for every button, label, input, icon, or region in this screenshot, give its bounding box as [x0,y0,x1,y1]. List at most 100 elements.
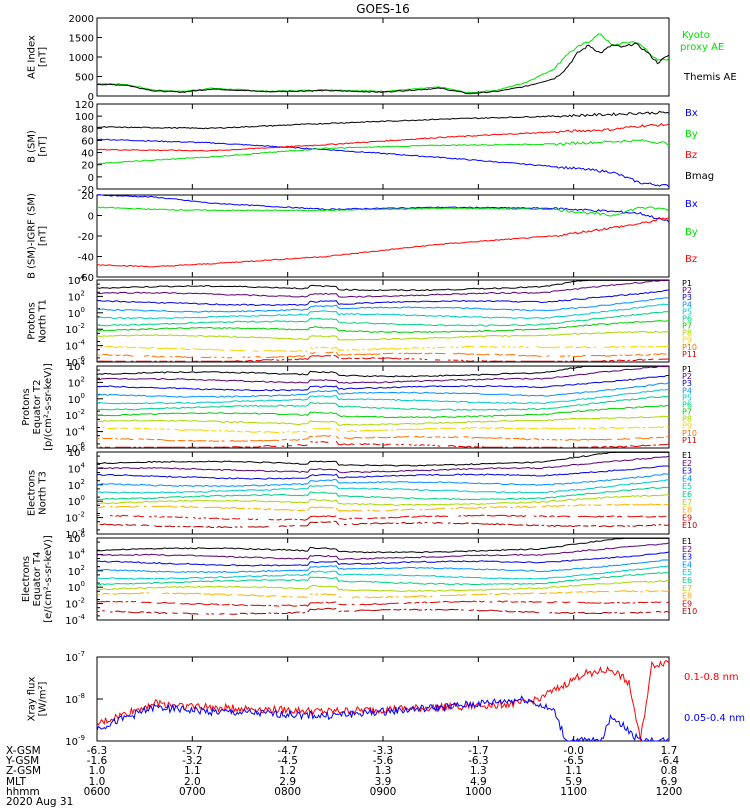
channel-line-p1 [96,279,669,292]
table-row: MLT 1.0 2.0 2.9 3.9 4.9 5.9 6.9 [6,776,677,787]
channel-line-p7 [96,320,670,334]
channel-line-e3 [96,465,669,480]
y-tick-exponent: -6 [78,441,86,449]
channel-label-e8: E8 [682,592,692,601]
channel-line-e7 [96,580,670,593]
row-cell: 5.9 [565,775,583,788]
channel-label-e10: E10 [682,607,697,616]
legend-bx: Bx [685,108,698,119]
y-tick-label: 20 [81,191,94,202]
channel-label-e7: E7 [682,584,692,593]
y-tick-exponent: -2 [78,322,85,330]
row-cell: 0900 [369,785,397,798]
y-tick-exponent: -4 [78,425,86,433]
y-tick-exponent: 6 [81,531,86,539]
channel-label-p3: P3 [682,293,692,302]
y-tick-label: 106 [68,445,86,459]
y-tick-exponent: -8 [78,692,85,700]
channel-label-e2: E2 [682,459,692,468]
panel-frame-7 [96,656,670,742]
y-tick-label: -40 [78,253,94,264]
channel-line-e7 [96,494,670,506]
y-tick-exponent: 2 [81,289,85,297]
legend-bz: Bz [685,150,697,161]
channel-label-p5: P5 [682,393,692,402]
channel-label-p1: P1 [682,279,692,288]
y-tick-label: 0 [88,212,94,223]
channel-label-p6: P6 [682,400,692,409]
row-cell: -6.4 [658,755,680,768]
row-cell: -1.7 [468,745,489,757]
legend-bmag: Bmag [685,171,714,182]
row-cell: 1.1 [565,765,583,778]
y-tick-exponent: 0 [81,494,85,502]
y-axis-label-text: B (SM) [27,130,38,163]
series-line-kyoto-proxy-ae [97,33,670,94]
channel-label-e6: E6 [682,576,692,585]
channel-label-p8: P8 [682,329,692,338]
y-axis-label-text: Equator T2 [32,380,43,435]
channel-label-p4: P4 [682,386,692,395]
row-cell: 1.0 [88,775,106,788]
y-tick-label: 1500 [69,34,94,45]
channel-line-e10 [96,607,670,615]
legend-xray-long: 0.1-0.8 nm [684,672,739,683]
y-tick-label: 104 [68,359,86,373]
channel-label-e1: E1 [682,451,692,460]
channel-label-e9: E9 [682,513,692,522]
channel-line-e5 [96,565,670,580]
channel-label-e10: E10 [682,521,697,530]
row-cell: -6.5 [563,755,584,768]
channel-line-p11 [97,354,670,362]
row-cell: 6.9 [660,775,678,788]
y-axis-label-0: AE Index [nT] [27,35,49,79]
channel-line-p4 [96,297,670,313]
y-tick-exponent: -9 [78,734,85,742]
y-axis-label-text: North T1 [38,299,49,343]
series-line-bz [96,217,669,268]
y-axis-label-7: Xray flux [W/m²] [27,677,49,722]
table-row: Y-GSM -1.6 -3.2 -4.5 -5.6 -6.3 -6.5 -6.4 [6,756,679,767]
y-tick-label: 10-4 [65,613,85,627]
channel-line-p8 [96,415,670,426]
channel-label-p9: P9 [682,336,692,345]
row-cell: 0.8 [660,765,678,778]
channel-label-p10: P10 [682,429,697,438]
y-tick-label: 104 [68,273,86,287]
y-tick-label: 100 [68,392,85,406]
legend-themis: Themis AE [683,72,737,83]
y-tick-label: 10-2 [65,597,85,611]
legend-by: By [685,129,698,140]
y-tick-label: 80 [81,124,94,135]
channel-label-e3: E3 [682,467,692,476]
channel-label-p1: P1 [682,365,692,374]
row-cell: -1.6 [86,755,108,768]
channel-line-e2 [96,542,670,560]
y-tick-exponent: 0 [81,392,85,400]
channel-line-p11 [99,440,670,448]
channel-line-p3 [96,289,670,307]
row-cell: 1200 [655,785,683,798]
channel-label-e7: E7 [682,498,692,507]
y-tick-label: 20 [81,161,94,172]
y-axis-label-1: B (SM) [nT] [27,130,49,163]
row-cell: 1000 [464,785,492,798]
xray-line [96,659,670,742]
channel-label-e3: E3 [682,553,692,562]
row-cell: 4.9 [469,775,487,788]
channel-label-p11: P11 [682,350,697,359]
channel-label-p7: P7 [682,322,692,331]
table-row: X-GSM -6.3 -5.7 -4.7 -3.3 -1.7 -0.0 1.7 [6,746,677,757]
y-axis-label-6: Electrons Equator T4 [e/(cm²-s-sr-keV)] [21,535,54,623]
legend-by: By [685,227,698,238]
row-cell: -3.2 [182,755,203,768]
channel-line-e6 [96,571,670,586]
channel-line-e5 [96,479,670,494]
channel-label-p9: P9 [682,422,692,431]
y-tick-label: 10-2 [65,322,85,336]
row-label: hhmm [6,785,40,798]
row-cell: 3.9 [374,775,392,788]
y-tick-label: 102 [68,564,85,578]
row-cell: 2.0 [183,775,201,788]
channel-line-e9 [96,600,670,607]
